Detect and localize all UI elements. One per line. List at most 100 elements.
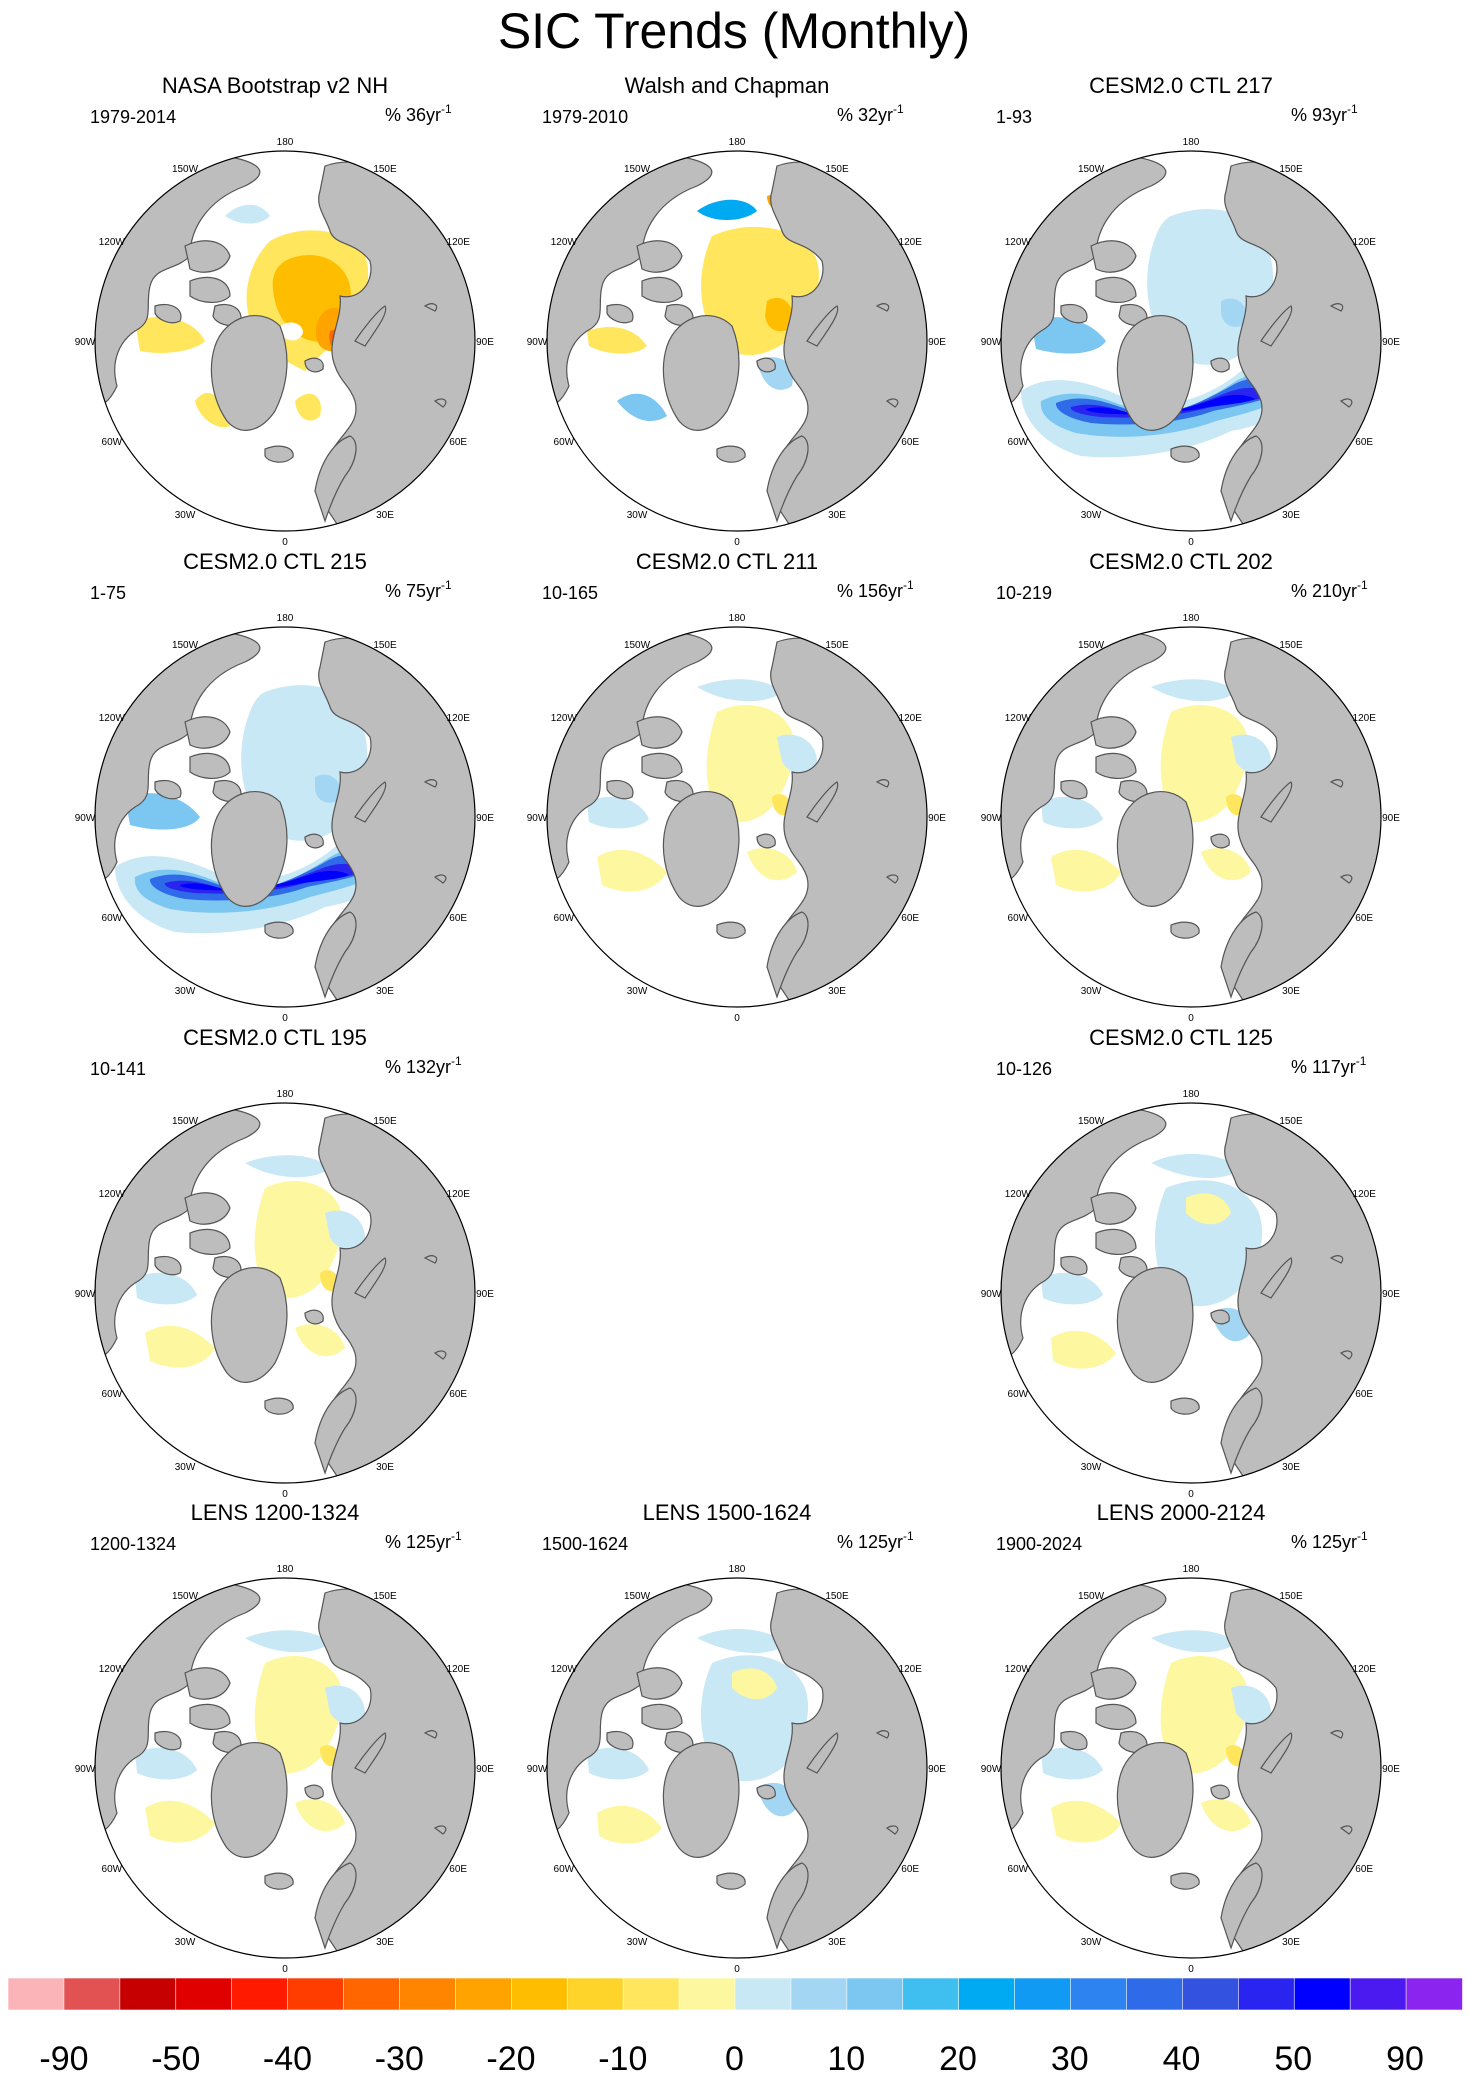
land-mass [210,791,288,907]
panel-rate-value: % 117yr [1291,1057,1356,1077]
land-mass [756,1784,776,1800]
panel-title: LENS 2000-2124 [1097,1500,1266,1525]
land-mass [606,1730,634,1751]
lon-label: 90E [928,1764,946,1775]
land-mass [314,1862,357,1950]
lon-label: 90W [75,1289,96,1300]
lon-label: 120W [99,237,126,248]
lon-label: 30W [1081,510,1102,521]
map-body [547,1582,927,1958]
lon-label: 0 [282,537,288,548]
colorbar-tick-label: 90 [1386,2040,1424,2078]
land-mass [662,791,740,907]
map-panel: 180 150E 120E 90E 60E 30E 0 30W 60W 90W 120W 150W CE… [75,1025,495,1500]
lon-label: 90E [928,337,946,348]
panel-period: 1200-1324 [90,1534,176,1554]
lon-label: 180 [1183,613,1200,624]
colorbar-swatch [1126,1977,1184,2011]
lon-label: 90W [527,337,548,348]
panel-rate-value: % 75yr [385,581,441,601]
lon-label: 150E [825,164,849,175]
lon-label: 150E [1279,1591,1303,1602]
land-mass [184,1192,231,1225]
land-mass [184,1667,231,1700]
lon-label: 150E [1279,1116,1303,1127]
lon-label: 60E [449,913,467,924]
lon-label: 30E [376,1462,394,1473]
lon-label: 150E [373,1116,397,1127]
colorbar-tick-label: -20 [486,2040,535,2078]
sic-trend-region [280,322,303,341]
land-mass [304,1309,324,1325]
lon-label: 30W [627,1937,648,1948]
sic-trend-region [732,1668,777,1700]
panel-rate-value: % 93yr [1291,105,1347,125]
lon-label: 0 [1188,537,1194,548]
land-mass [184,716,231,749]
lon-label: 0 [734,1964,740,1975]
lon-label: 90W [981,813,1002,824]
land-mass [433,398,447,408]
lon-label: 120E [899,237,923,248]
land-mass [641,1703,683,1730]
land-mass [662,315,740,431]
land-mass [210,1742,288,1858]
land-mass [662,1742,740,1858]
lon-label: 150W [172,1591,199,1602]
lon-label: 60E [1355,913,1373,924]
colorbar-swatch [511,1977,569,2011]
land-mass [1095,752,1137,779]
panel-title: CESM2.0 CTL 215 [183,549,367,574]
lon-label: 150W [624,640,651,651]
lon-label: 60W [1008,1864,1029,1875]
sic-trend-region [295,1324,345,1357]
sic-trend-region [747,848,797,881]
lon-label: 150W [624,164,651,175]
map-panel: 180 150E 120E 90E 60E 30E 0 30W 60W 90W 120W 150W CE… [527,549,947,1024]
map-border [94,1577,476,1959]
lon-label: 180 [729,137,746,148]
colorbar-tick-label: -40 [263,2040,312,2078]
land-mass [1170,445,1200,463]
panel-rate: % 93yr-1 [1291,102,1358,125]
land-mass [716,445,746,463]
land-mass [154,1255,182,1276]
colorbar-swatch [399,1977,457,2011]
lon-label: 90W [981,337,1002,348]
land-mass [304,1784,324,1800]
sic-trend-region [145,1325,215,1368]
lon-label: 120E [447,713,471,724]
map-border [94,626,476,1008]
land-mass [1060,1255,1088,1276]
lon-label: 120E [1353,713,1377,724]
panel-title: CESM2.0 CTL 125 [1089,1025,1273,1050]
sic-trend-region [245,1630,330,1653]
lon-label: 30E [1282,510,1300,521]
panel-rate: % 75yr-1 [385,578,452,601]
sic-trend-region [1031,317,1106,354]
colorbar-swatch [1014,1977,1072,2011]
panel-rate-superscript: -1 [903,578,914,592]
lon-label: 60E [1355,437,1373,448]
lon-label: 60W [554,1864,575,1875]
colorbar-tick-label: 0 [725,2040,744,2078]
land-mass [641,276,683,303]
lon-label: 90E [928,813,946,824]
sic-trend-region [125,793,200,830]
colorbar-swatch [790,1977,848,2011]
panel-rate-value: % 125yr [385,1532,451,1552]
lon-label: 90E [476,1764,494,1775]
panel-title: Walsh and Chapman [625,73,830,98]
map-border [1000,626,1382,1008]
lon-label: 120E [447,1189,471,1200]
land-mass [354,1732,387,1774]
land-mass [1116,1267,1194,1383]
land-mass [1210,357,1230,373]
sic-trend-region [135,1272,197,1305]
lon-label: 150E [373,640,397,651]
panel-rate-value: % 36yr [385,105,441,125]
land-mass [756,357,776,373]
colorbar-swatch [455,1977,513,2011]
lon-label: 30E [376,510,394,521]
panel-rate-superscript: -1 [1357,1529,1368,1543]
